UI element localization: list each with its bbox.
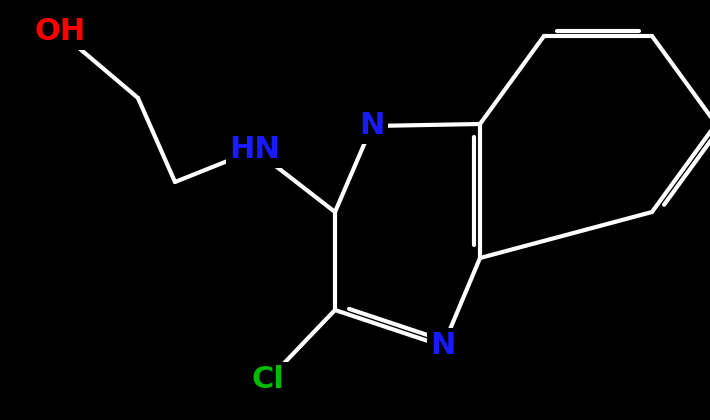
Text: N: N <box>359 111 385 141</box>
Text: Cl: Cl <box>251 365 285 394</box>
Text: HN: HN <box>229 136 280 165</box>
Text: OH: OH <box>34 18 86 47</box>
Text: N: N <box>430 331 456 360</box>
